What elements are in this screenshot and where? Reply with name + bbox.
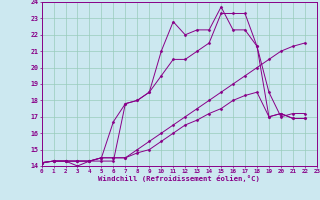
X-axis label: Windchill (Refroidissement éolien,°C): Windchill (Refroidissement éolien,°C) xyxy=(98,175,260,182)
